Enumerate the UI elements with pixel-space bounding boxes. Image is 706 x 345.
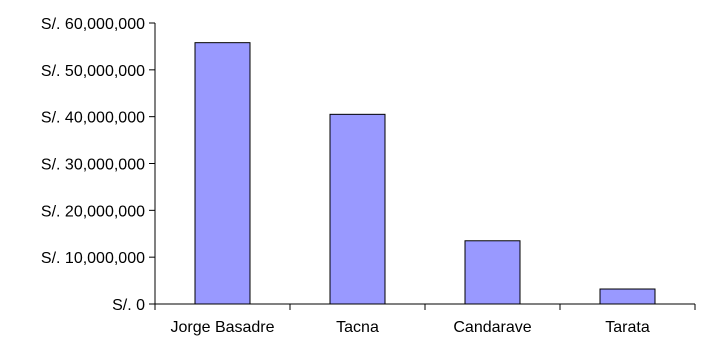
y-tick-label: S/. 20,000,000 [41, 203, 145, 220]
bar-tarata [599, 288, 656, 305]
y-tick-label: S/. 0 [112, 297, 145, 314]
x-category-label: Candarave [453, 319, 531, 336]
x-category-label: Tarata [605, 319, 650, 336]
bars [194, 42, 656, 305]
x-category-label: Jorge Basadre [170, 319, 274, 336]
bar-jorge-basadre [194, 42, 251, 305]
y-tick-label: S/. 40,000,000 [41, 110, 145, 127]
y-axis: S/. 0 S/. 10,000,000 S/. 20,000,000 S/. 30,… [41, 16, 156, 314]
bar-candarave [464, 240, 521, 305]
x-axis: Jorge Basadre Tacna Candarave Tarata [154, 303, 696, 336]
y-tick-label: S/. 50,000,000 [41, 63, 145, 80]
x-category-label: Tacna [336, 319, 379, 336]
y-tick-label: S/. 30,000,000 [41, 157, 145, 174]
y-tick-label: S/. 60,000,000 [41, 16, 145, 33]
y-tick-label: S/. 10,000,000 [41, 250, 145, 267]
bar-tacna [329, 113, 386, 305]
